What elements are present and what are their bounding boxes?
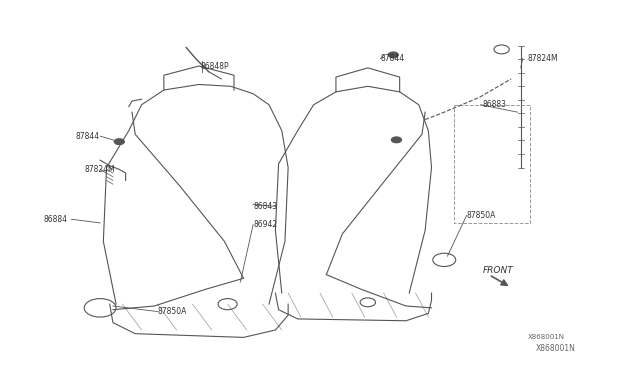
Text: 87844: 87844 [381,54,404,63]
Text: 86848P: 86848P [200,61,229,71]
Circle shape [392,137,401,143]
Text: 86942: 86942 [253,220,277,229]
Text: FRONT: FRONT [483,266,513,275]
Text: 86884: 86884 [44,215,68,224]
Text: 87850A: 87850A [467,211,496,220]
Text: X868001N: X868001N [536,344,576,353]
Text: 87844: 87844 [76,132,99,141]
Circle shape [114,139,124,145]
Circle shape [388,52,398,58]
Text: 87824M: 87824M [85,165,115,174]
Text: 87824M: 87824M [527,54,557,63]
Text: 86883: 86883 [483,100,506,109]
Text: 87850A: 87850A [157,307,187,316]
Text: 86843: 86843 [253,202,277,211]
Text: X868001N: X868001N [528,334,564,340]
